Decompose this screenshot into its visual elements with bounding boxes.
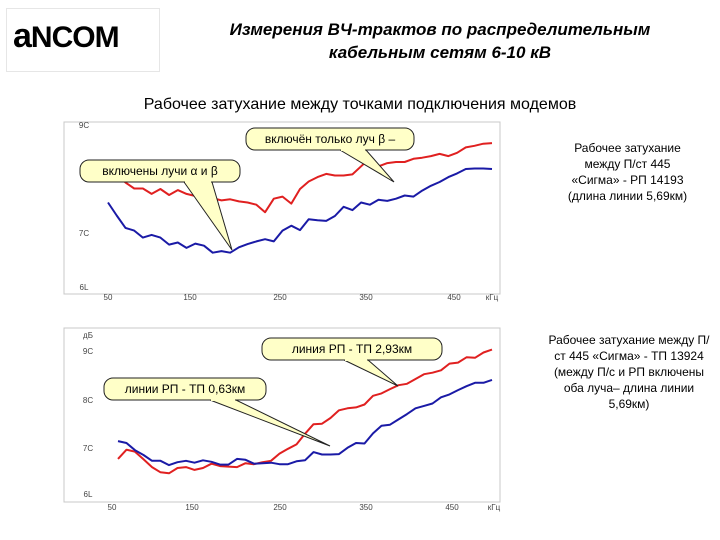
series-line-blue: [107, 167, 493, 254]
logo-letter-a: a: [13, 17, 32, 55]
x-tick-label: 350: [359, 293, 373, 302]
x-tick-label: 250: [273, 293, 287, 302]
x-tick-label: 150: [183, 293, 197, 302]
y-tick-label: 9C: [79, 121, 89, 130]
chart-2: 9C 8C 7C 6L дБ 50 150 250 350 450 кГц линия РП - ТП…: [63, 327, 501, 512]
y-tick-label: 7C: [79, 229, 89, 238]
callout-box: [245, 127, 415, 151]
x-tick-label: 250: [273, 503, 287, 512]
y-tick-label: 6L: [84, 490, 93, 499]
logo-rest: NCOM: [30, 21, 120, 54]
logo-box: aNCOM: [6, 8, 160, 72]
chart-frame: [63, 121, 501, 295]
callout-text: линия РП - ТП 2,93км: [292, 342, 412, 356]
slide-title: Измерения ВЧ-трактов по распределительны…: [180, 18, 700, 64]
slide-subtitle: Рабочее затухание между точками подключе…: [143, 96, 577, 113]
x-unit-label: кГц: [488, 503, 501, 512]
callout-text: линии РП - ТП 0,63км: [125, 382, 246, 396]
y-tick-label: 7C: [83, 444, 93, 453]
callout-pointer: [343, 359, 399, 387]
title-line-1: Измерения ВЧ-трактов по распределительны…: [229, 20, 651, 39]
y-axis-label: дБ: [83, 331, 93, 340]
callout-pointer: [209, 399, 331, 447]
chart-1: 9C87C6L50150250350450кГцвключён только л…: [63, 121, 501, 302]
callout-box: [79, 159, 241, 183]
x-tick-label: 150: [185, 503, 199, 512]
side-note-top: Рабочее затухание между П/ст 445 «Сигма»…: [567, 141, 688, 203]
callout-pointer: [338, 149, 395, 183]
x-unit-label: кГц: [486, 293, 499, 302]
callout-pointer: [183, 181, 233, 251]
y-tick-label: 9C: [83, 347, 93, 356]
series-line-red: [117, 348, 493, 475]
series-line-red: [107, 142, 493, 214]
callout-text: включены лучи α и β: [102, 164, 218, 178]
series-line-blue: [117, 378, 493, 467]
x-tick-label: 50: [108, 503, 117, 512]
x-tick-label: 50: [104, 293, 113, 302]
chart-frame: [63, 327, 501, 503]
title-line-2: кабельным сетям 6-10 кВ: [328, 43, 552, 62]
y-tick-label: 8C: [83, 396, 93, 405]
logo: aNCOM: [13, 17, 120, 56]
callout-text: включён только луч β –: [265, 132, 396, 146]
side-note-bottom: Рабочее затухание между П/ст 445 «Сигма»…: [548, 333, 710, 411]
x-tick-label: 450: [447, 293, 461, 302]
callout-box: [103, 377, 267, 401]
x-tick-label: 350: [359, 503, 373, 512]
x-tick-label: 450: [445, 503, 459, 512]
y-tick-label: 6L: [80, 283, 89, 292]
